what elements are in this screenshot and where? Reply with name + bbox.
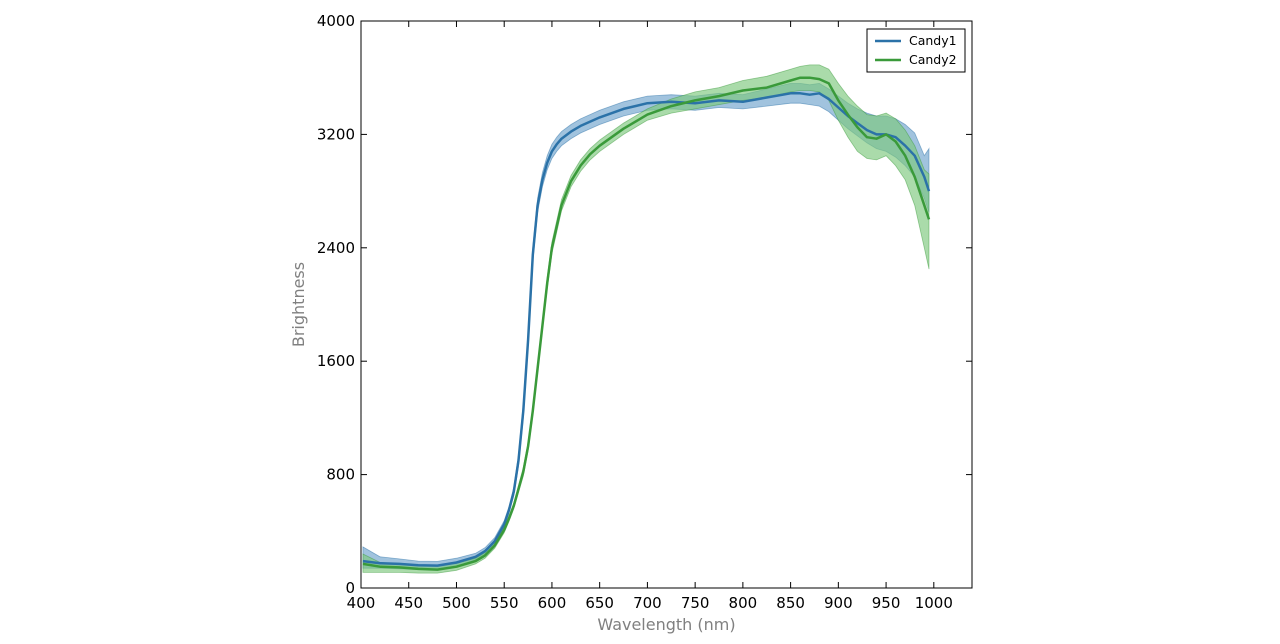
- band-candy2: [362, 64, 930, 574]
- band-candy1: [362, 82, 930, 570]
- legend: Candy1 Candy2: [866, 28, 966, 73]
- x-tick-label: 950: [872, 594, 901, 612]
- y-tick-label: 4000: [317, 12, 355, 30]
- x-tick-label: 500: [442, 594, 471, 612]
- x-tick-label: 800: [729, 594, 758, 612]
- legend-box: [866, 28, 966, 73]
- x-tick-labels: 400 450 500 550 600 650 700 750 800 850 900 950 1000: [347, 594, 953, 612]
- legend-label-candy1: Candy1: [909, 33, 957, 48]
- x-tick-label: 450: [394, 594, 423, 612]
- x-tick-label: 600: [538, 594, 567, 612]
- y-tick-labels: 0 800 1600 2400 3200 4000: [317, 12, 355, 597]
- x-tick-label: 650: [585, 594, 614, 612]
- y-tick-label: 1600: [317, 352, 355, 370]
- y-tick-label: 0: [345, 579, 355, 597]
- series-line-candy1: [362, 92, 931, 567]
- x-tick-label: 400: [347, 594, 376, 612]
- series-lines: [362, 76, 931, 571]
- x-tick-label: 550: [490, 594, 519, 612]
- legend-label-candy2: Candy2: [909, 52, 957, 67]
- y-axis-label: Brightness: [289, 262, 308, 347]
- series-line-candy2: [362, 76, 931, 571]
- x-tick-label: 1000: [915, 594, 953, 612]
- x-tick-label: 700: [633, 594, 662, 612]
- x-tick-label: 850: [776, 594, 805, 612]
- axis-ticks: [360, 20, 972, 589]
- y-tick-label: 3200: [317, 125, 355, 143]
- plot-frame: [360, 20, 973, 589]
- y-tick-label: 800: [326, 466, 355, 484]
- y-tick-label: 2400: [317, 239, 355, 257]
- confidence-bands: [362, 64, 930, 574]
- x-tick-label: 750: [681, 594, 710, 612]
- x-tick-label: 900: [824, 594, 853, 612]
- x-axis-label: Wavelength (nm): [597, 615, 735, 634]
